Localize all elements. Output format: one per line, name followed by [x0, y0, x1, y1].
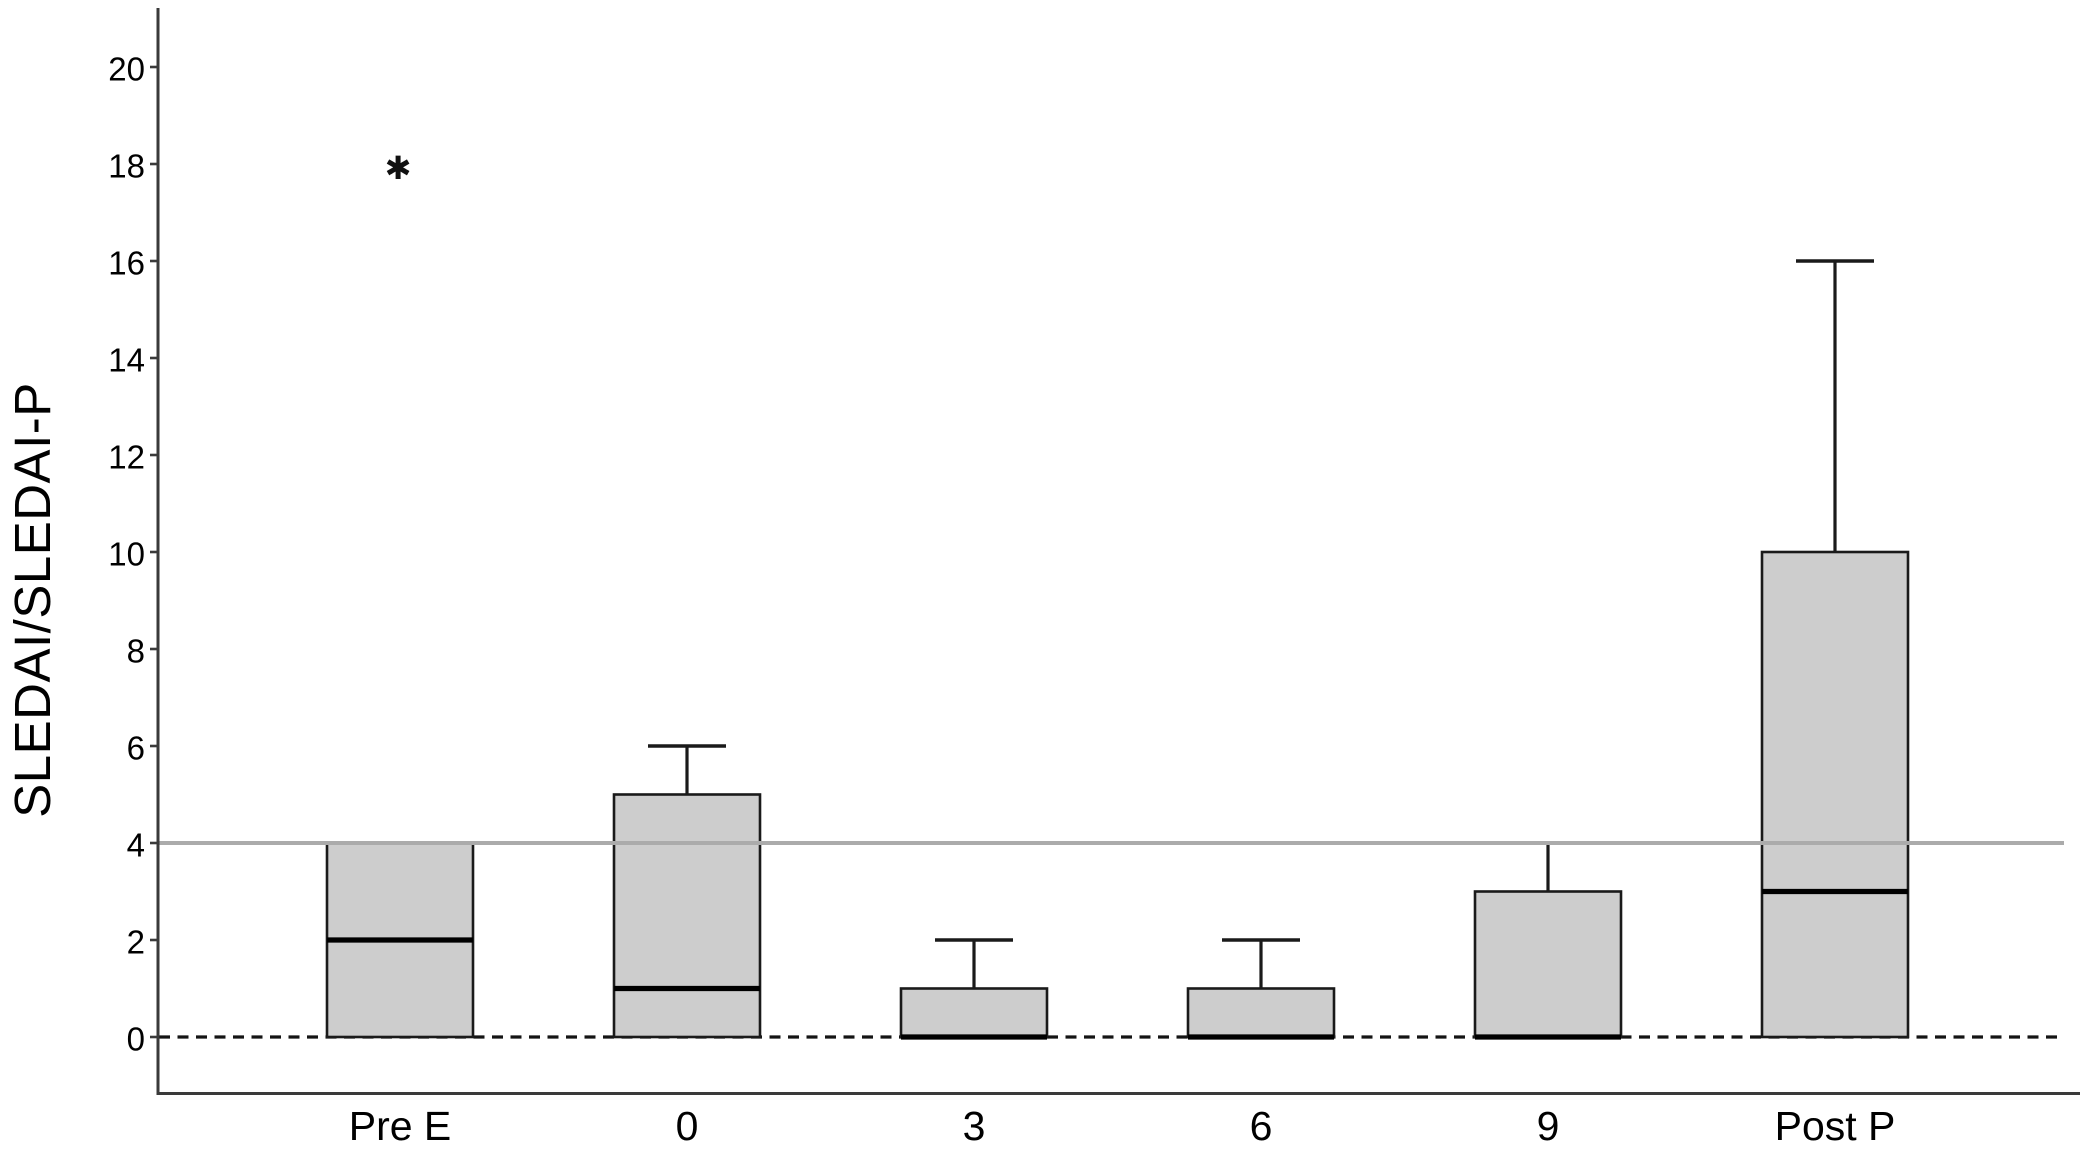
- y-tick-label-6: 6: [127, 729, 145, 766]
- boxplot-post-p: [1760, 259, 1910, 1039]
- iqr-box: [1186, 987, 1336, 1039]
- x-category-label-3: 3: [963, 1103, 986, 1149]
- iqr-box: [899, 987, 1049, 1039]
- y-tick-label-16: 16: [108, 244, 145, 281]
- y-tick-label-4: 4: [127, 826, 145, 863]
- y-tick-label-14: 14: [108, 341, 145, 378]
- iqr-box: [1760, 550, 1910, 1039]
- y-tick-label-10: 10: [108, 535, 145, 572]
- y-tick-label-8: 8: [127, 632, 145, 669]
- boxplot-layer: ✱: [325, 149, 1910, 1040]
- boxplot-pre-e: ✱: [325, 149, 475, 1039]
- x-category-label-post-p: Post P: [1775, 1103, 1896, 1149]
- y-tick-label-20: 20: [108, 50, 145, 87]
- boxplot-9: [1473, 841, 1623, 1040]
- iqr-box: [1473, 890, 1623, 1039]
- boxplot-6: [1186, 938, 1336, 1040]
- x-category-label-9: 9: [1537, 1103, 1560, 1149]
- boxplot-3: [899, 938, 1049, 1040]
- y-tick-label-12: 12: [108, 438, 145, 475]
- y-tick-label-18: 18: [108, 147, 145, 184]
- x-category-label-0: 0: [676, 1103, 699, 1149]
- extreme-outlier-marker: ✱: [385, 149, 412, 187]
- y-tick-label-0: 0: [127, 1020, 145, 1057]
- x-category-label-6: 6: [1250, 1103, 1273, 1149]
- boxplot-0: [612, 744, 762, 1039]
- y-axis-title: SLEDAI/SLEDAI-P: [4, 382, 61, 818]
- axes-layer: 0 2 4 6 8 10 12 14 16 18 20 Pre E 0 3 6 9 Post P: [108, 8, 2080, 1149]
- x-category-label-pre-e: Pre E: [349, 1103, 452, 1149]
- iqr-box: [612, 793, 762, 1039]
- y-tick-label-2: 2: [127, 923, 145, 960]
